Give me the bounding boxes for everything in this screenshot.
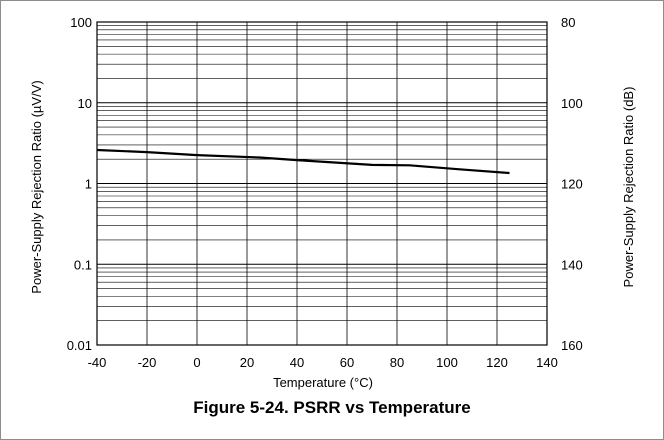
x-tick-label: 40: [290, 355, 304, 370]
psrr-chart: -40 -20 0 20 40 60 80 100 120 140 100 10 1 0.1 0.01 80 1…: [29, 15, 636, 390]
x-tick-label: 100: [436, 355, 458, 370]
y-tick-label-right: 120: [561, 177, 583, 192]
figure-caption: Figure 5-24. PSRR vs Temperature: [193, 398, 471, 417]
y-tick-label-right: 140: [561, 257, 583, 272]
grid: [96, 22, 548, 346]
x-tick-label: 140: [536, 355, 558, 370]
y-tick-label-left: 1: [85, 177, 92, 192]
x-tick-label: 0: [193, 355, 200, 370]
y-tick-label-right: 100: [561, 96, 583, 111]
y-tick-label-right: 80: [561, 15, 575, 30]
y-tick-label-left: 100: [70, 15, 92, 30]
y-tick-label-left: 0.1: [74, 257, 92, 272]
plot-area-border: [96, 21, 548, 346]
y-tick-label-right: 160: [561, 338, 583, 353]
psrr-series-line: [96, 148, 510, 175]
tick-labels: -40 -20 0 20 40 60 80 100 120 140 100 10 1 0.1 0.01 80 1…: [67, 15, 583, 370]
y-axis-label-right: Power-Supply Rejection Ratio (dB): [621, 87, 636, 288]
x-tick-label: 80: [390, 355, 404, 370]
x-tick-label: -40: [88, 355, 107, 370]
x-tick-label: -20: [138, 355, 157, 370]
y-tick-label-left: 0.01: [67, 338, 92, 353]
y-tick-label-left: 10: [78, 96, 92, 111]
x-tick-label: 20: [240, 355, 254, 370]
series-layer: [96, 148, 510, 175]
x-axis-label: Temperature (°C): [273, 375, 373, 390]
x-tick-label: 120: [486, 355, 508, 370]
x-tick-label: 60: [340, 355, 354, 370]
y-axis-label-left: Power-Supply Rejection Ratio (µV/V): [29, 80, 44, 293]
